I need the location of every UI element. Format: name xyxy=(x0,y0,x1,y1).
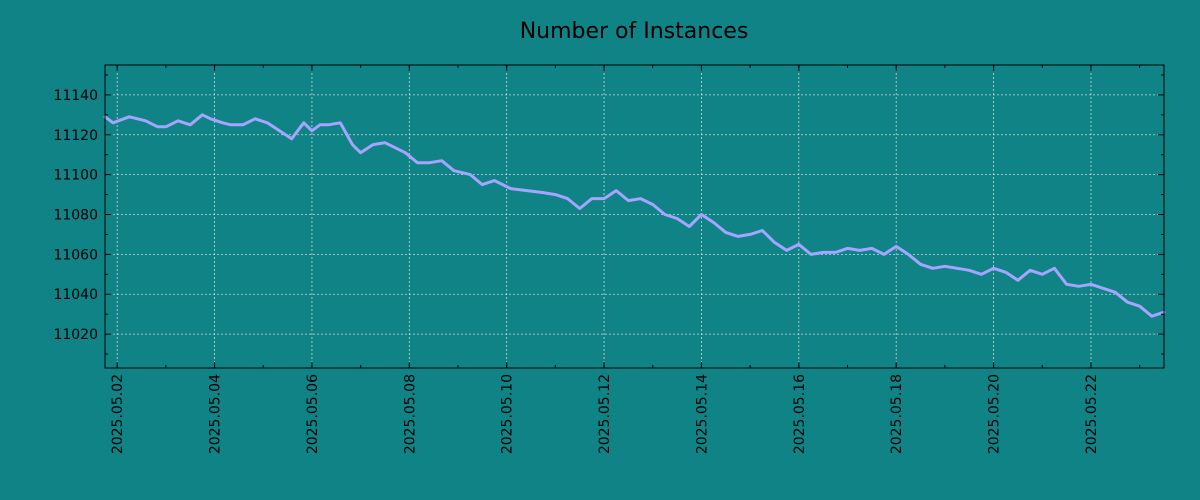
tick-marks xyxy=(105,65,1164,368)
y-tick-label: 11020 xyxy=(53,327,98,343)
x-tick-label: 2025.05.12 xyxy=(597,374,613,454)
y-tick-label: 11120 xyxy=(53,128,98,144)
x-tick-label: 2025.05.02 xyxy=(110,374,126,454)
x-tick-label: 2025.05.18 xyxy=(889,374,905,454)
y-tick-label: 11040 xyxy=(53,287,98,303)
plot-frame xyxy=(104,64,1165,369)
grid-lines xyxy=(105,65,1164,368)
x-tick-label: 2025.05.08 xyxy=(402,374,418,454)
y-tick-label: 11100 xyxy=(53,168,98,184)
tick-labels: 11020 11040 11060 11080 11100 11120 11140 2025.… xyxy=(53,88,1100,454)
y-tick-label: 11080 xyxy=(53,208,98,224)
chart-title: Number of Instances xyxy=(520,19,749,44)
y-tick-label: 11140 xyxy=(53,88,98,104)
x-tick-label: 2025.05.22 xyxy=(1084,374,1100,454)
x-tick-label: 2025.05.14 xyxy=(694,374,710,454)
series-line-0 xyxy=(103,113,1166,318)
x-tick-label: 2025.05.10 xyxy=(500,374,516,454)
y-tick-label: 11060 xyxy=(53,247,98,263)
x-tick-label: 2025.05.20 xyxy=(987,374,1003,454)
series-layer xyxy=(103,113,1166,318)
x-tick-label: 2025.05.06 xyxy=(305,374,321,454)
x-tick-label: 2025.05.04 xyxy=(208,374,224,454)
x-tick-label: 2025.05.16 xyxy=(792,374,808,454)
